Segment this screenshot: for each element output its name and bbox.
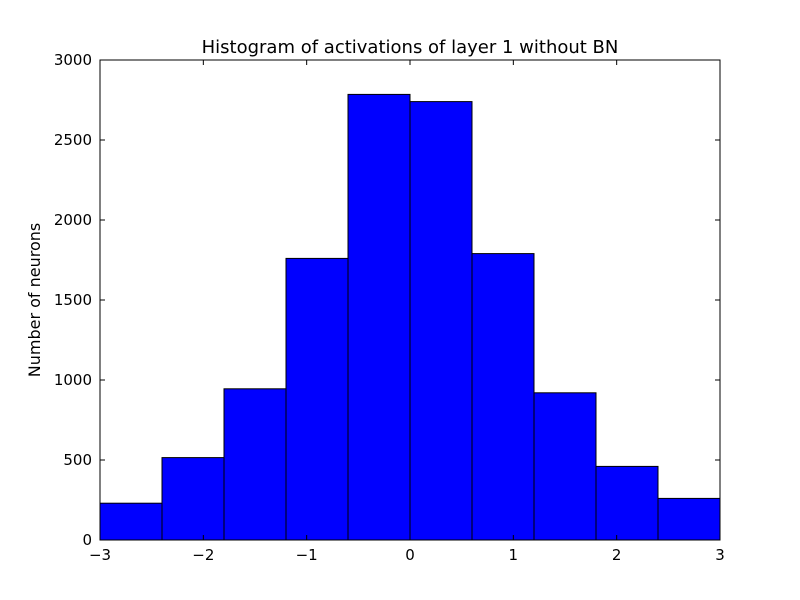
x-tick-label: 1 (509, 546, 519, 564)
histogram-bar (285, 257, 349, 541)
y-tick-label: 500 (63, 451, 92, 469)
ticks-group (99, 59, 721, 541)
bars-group (99, 93, 721, 541)
x-tick-label: −3 (89, 546, 111, 564)
y-tick-label: 0 (82, 531, 92, 549)
x-tick-label: −2 (192, 546, 214, 564)
histogram-bar (99, 502, 163, 541)
x-tick-label: −1 (296, 546, 318, 564)
y-tick-label: 2500 (54, 131, 92, 149)
histogram-bar (347, 93, 411, 541)
y-tick-label: 1000 (54, 371, 92, 389)
y-tick-label: 3000 (54, 51, 92, 69)
histogram-bar (409, 101, 473, 541)
histogram-bar (223, 388, 287, 541)
histogram-bar (595, 465, 659, 541)
tick-labels-group: −3 −2 −1 0 1 2 3 0 500 1000 1500 2000 2500 3000 (54, 51, 725, 564)
y-tick-label: 1500 (54, 291, 92, 309)
histogram-bar (161, 457, 225, 541)
x-tick-label: 2 (612, 546, 622, 564)
y-tick-label: 2000 (54, 211, 92, 229)
x-tick-label: 3 (715, 546, 725, 564)
y-axis-title: Number of neurons (25, 223, 44, 377)
x-tick-label: 0 (405, 546, 415, 564)
chart-title: Histogram of activations of layer 1 with… (202, 37, 619, 58)
histogram-bar (471, 253, 535, 541)
histogram-bar (657, 497, 721, 541)
histogram-bar (533, 392, 597, 541)
